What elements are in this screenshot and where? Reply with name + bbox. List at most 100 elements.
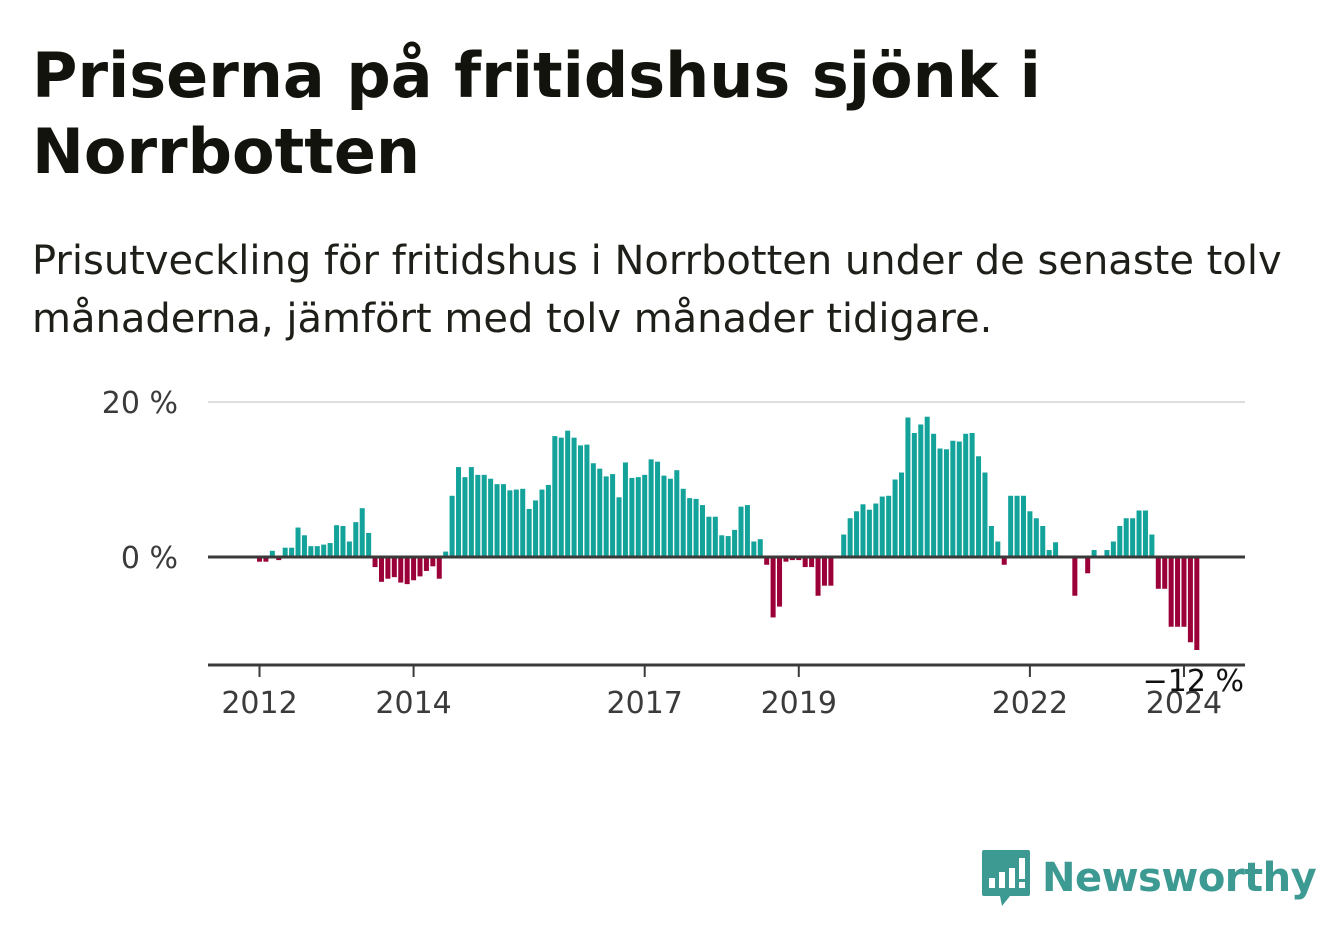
bar (449, 495, 455, 558)
bar (1046, 550, 1052, 558)
bar (533, 500, 539, 557)
bar (687, 498, 693, 557)
bar (565, 430, 571, 557)
bar (655, 461, 661, 557)
bar (969, 433, 975, 557)
bar (404, 557, 410, 585)
bar (712, 516, 718, 557)
bar (963, 433, 969, 557)
bar (622, 462, 628, 557)
bar (1072, 557, 1078, 596)
bar (558, 437, 564, 557)
bar (642, 474, 648, 557)
bar (590, 463, 596, 557)
bar (1175, 557, 1181, 627)
bar (886, 495, 892, 558)
bar (892, 479, 898, 557)
bar (943, 449, 949, 557)
bar (1117, 526, 1123, 557)
bar (854, 511, 860, 558)
bar (475, 474, 481, 557)
x-tick-label: 2014 (375, 686, 451, 721)
bar (1155, 557, 1161, 589)
bar (931, 433, 937, 557)
bar (257, 557, 263, 562)
bar (841, 534, 847, 557)
bar (500, 484, 506, 557)
bar (584, 444, 590, 558)
bar (699, 505, 705, 557)
bar (796, 557, 802, 561)
bar (276, 557, 282, 561)
bar (1194, 557, 1200, 650)
bar (314, 546, 320, 557)
bar (494, 484, 500, 557)
bar (860, 504, 866, 557)
bar (456, 467, 462, 557)
bar (443, 551, 449, 557)
bar (764, 557, 770, 565)
bar (725, 536, 731, 557)
bar (1027, 511, 1033, 558)
bar (616, 497, 622, 557)
bar (263, 557, 269, 562)
bar (423, 557, 429, 571)
bar (956, 441, 962, 557)
bar (385, 557, 391, 579)
bar (680, 488, 686, 557)
bar (597, 468, 603, 557)
bar (988, 526, 994, 557)
x-tick-label: 2019 (761, 686, 837, 721)
bar (706, 516, 712, 557)
bar (1014, 495, 1020, 558)
bar (578, 445, 584, 557)
y-tick-label: 20 % (102, 386, 178, 421)
chart-title: Priserna på fritidshus sjönk i Norrbotte… (32, 39, 1041, 188)
bar (571, 437, 577, 557)
bar (693, 498, 699, 558)
bar (1008, 495, 1014, 558)
x-tick-label: 2022 (992, 686, 1068, 721)
bar (513, 489, 519, 557)
bar (301, 535, 307, 557)
x-tick-label: 2024 (1146, 686, 1222, 721)
bar-chart: 0 % 20 % 2012 2014 2017 2019 2022 2024 −12 % (102, 386, 1245, 721)
bar (526, 508, 532, 557)
bar (340, 526, 346, 557)
bar (866, 509, 872, 557)
bar (289, 547, 295, 557)
bar (789, 557, 795, 561)
bars (257, 416, 1200, 650)
bar (751, 541, 757, 557)
bar (417, 557, 423, 577)
bar (777, 557, 783, 607)
bar (430, 557, 436, 567)
bar (937, 448, 943, 557)
bar (783, 557, 789, 562)
bar (738, 506, 744, 558)
bar (1136, 510, 1142, 557)
bar (481, 474, 487, 557)
bar (879, 496, 885, 557)
bar (334, 525, 340, 557)
bar (1162, 557, 1168, 589)
x-tick-label: 2017 (607, 686, 683, 721)
bar (411, 557, 417, 581)
bar (539, 489, 545, 557)
newsworthy-logo-icon (982, 850, 1030, 906)
bar (610, 474, 616, 557)
end-value-label: −12 % (1143, 664, 1244, 699)
bar (744, 505, 750, 557)
bar (732, 529, 738, 558)
bar (1001, 557, 1007, 565)
bar (648, 459, 654, 557)
bar (757, 539, 763, 557)
bar (982, 472, 988, 557)
bar (353, 522, 359, 558)
bar (462, 477, 468, 557)
bar (1040, 526, 1046, 557)
bar (359, 508, 365, 557)
chart-subtitle: Prisutveckling för fritidshus i Norrbott… (32, 238, 1282, 342)
bar (398, 557, 404, 583)
bar (828, 557, 834, 586)
